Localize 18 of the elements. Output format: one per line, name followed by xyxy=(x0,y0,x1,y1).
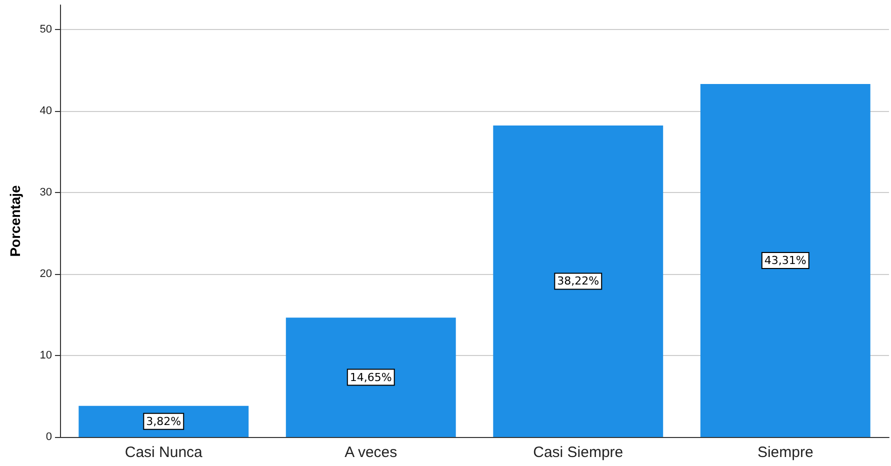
data-label: 14,65% xyxy=(350,370,392,384)
y-tick-label: 0 xyxy=(46,431,52,443)
y-tick-label: 20 xyxy=(40,268,52,280)
bar xyxy=(286,318,456,437)
y-tick-label: 50 xyxy=(40,23,52,36)
y-tick-label: 40 xyxy=(40,104,52,117)
data-label: 43,31% xyxy=(764,254,806,267)
data-label: 38,22% xyxy=(557,274,600,288)
x-tick-label: Siempre xyxy=(757,444,814,461)
x-tick-label: A veces xyxy=(344,444,398,461)
bar xyxy=(700,84,870,437)
x-tick-label: Casi Siempre xyxy=(533,444,624,461)
y-axis-title: Porcentaje xyxy=(7,184,23,257)
y-tick-label: 10 xyxy=(40,349,52,362)
y-tick-label: 30 xyxy=(40,186,52,198)
bar xyxy=(493,125,664,437)
data-label: 3,82% xyxy=(146,414,182,428)
x-tick-label: Casi Nunca xyxy=(124,444,204,461)
